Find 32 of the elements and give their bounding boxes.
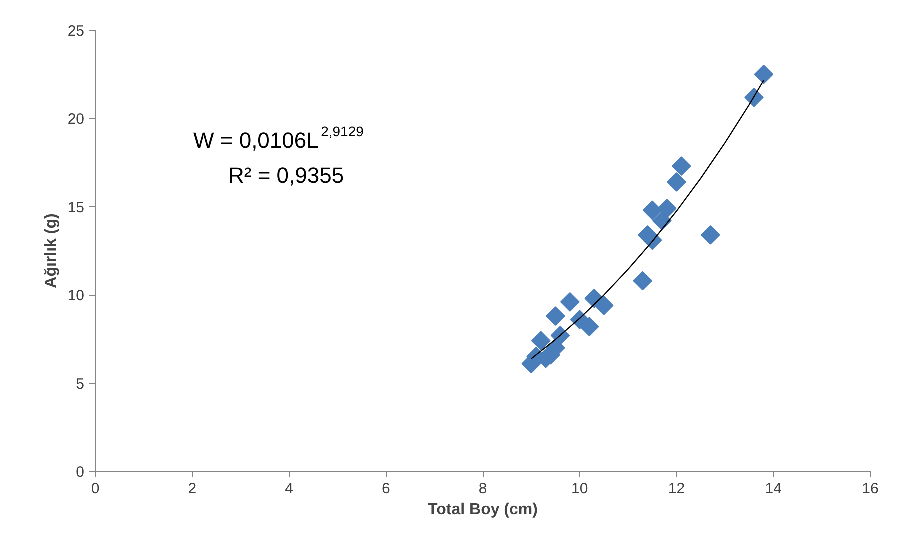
point: [657, 198, 677, 218]
point: [560, 292, 580, 312]
point: [633, 271, 653, 291]
y-axis-title: Ağırlık (g): [42, 214, 60, 288]
y-tick-label: 15: [68, 199, 85, 216]
x-tick-label: 6: [382, 480, 390, 498]
point: [700, 225, 720, 245]
y-tick-label: 20: [68, 111, 85, 128]
point: [652, 211, 672, 231]
x-axis-title: Total Boy (cm): [428, 502, 538, 518]
point: [754, 64, 774, 84]
point: [667, 172, 686, 192]
x-tick-label: 2: [188, 480, 197, 498]
point: [546, 306, 566, 326]
x-tick-label: 14: [765, 480, 782, 498]
y-tick-label: 25: [68, 23, 85, 40]
x-tick-label: 8: [478, 480, 488, 498]
annotation: R² = 0,9355: [228, 163, 344, 188]
x-tick-label: 0: [91, 480, 100, 498]
x-tick-label: 10: [572, 480, 588, 498]
y-tick-label: 0: [76, 464, 84, 481]
point: [584, 288, 604, 308]
x-tick-label: 4: [285, 480, 294, 498]
point: [744, 88, 764, 108]
x-tick-label: 12: [668, 480, 686, 498]
point: [642, 200, 662, 220]
x-tick-label: 16: [862, 480, 879, 498]
point: [672, 156, 692, 176]
point: [570, 310, 590, 330]
point: [531, 331, 551, 351]
y-tick-label: 5: [76, 376, 84, 393]
y-tick-label: 10: [68, 288, 85, 305]
